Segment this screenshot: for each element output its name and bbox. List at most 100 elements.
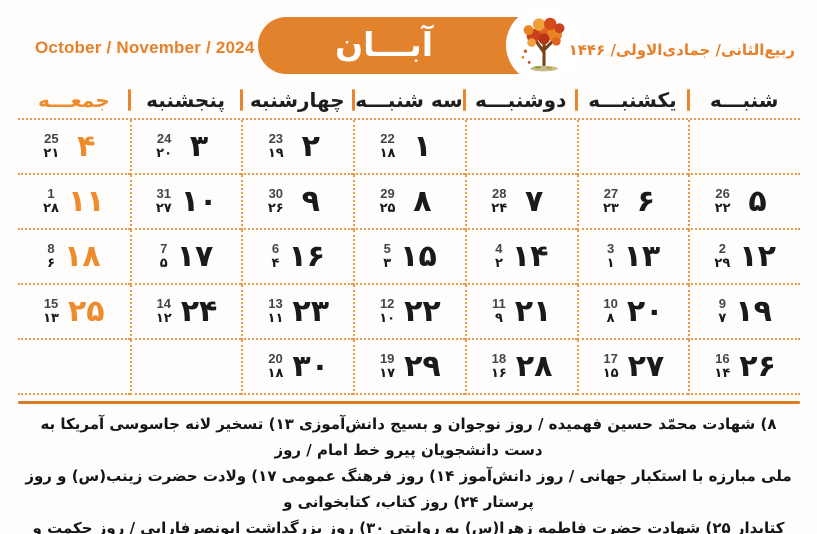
gregorian-day: 18: [491, 350, 507, 366]
week-row-1: 22 ۱۸ ۱ 23 ۱۹ ۲ 24 ۲۰ ۳ 25 ۲۱ ۴: [18, 120, 800, 175]
jalali-day-number: ۱۹: [735, 294, 772, 329]
secondary-dates: 16 ۱۴: [714, 350, 730, 381]
gregorian-day: 7: [160, 240, 168, 256]
secondary-dates: 23 ۱۹: [267, 131, 284, 161]
gregorian-day: 13: [268, 295, 283, 311]
weekday-label-5: پنجشنبه: [130, 84, 242, 116]
jalali-day-number: ۷: [525, 184, 544, 219]
weekday-label-4: چهارشنبه: [241, 84, 353, 116]
day-cell: 1 ۲۸ ۱۱: [18, 175, 130, 230]
secondary-dates: 10 ۸: [603, 296, 617, 326]
hijri-day: ۹: [494, 310, 503, 326]
hijri-day: ۲۰: [156, 145, 173, 161]
jalali-day-number: ۱۳: [623, 239, 661, 274]
secondary-dates: 22 ۱۸: [379, 130, 396, 161]
gregorian-day: 5: [383, 240, 391, 256]
weekday-header-row: شنبـــه یکشنبـــه دوشنبـــه سه شنبـــه چهارش…: [18, 84, 800, 116]
events-footnote: ۸) شهادت محمّد حسین فهمیده / روز نوجوان …: [20, 411, 797, 534]
week-row-2: 26 ۲۲ ۵ 27 ۲۳ ۶ 28 ۲۴ ۷ 29 ۲۵ ۸ 30 ۲۶ ۹ 31 ۲۷ ۱۰ 1 ۲۸ ۱۱: [18, 175, 800, 230]
hijri-day: ۵: [159, 255, 168, 271]
hijri-day: ۱۸: [379, 145, 396, 161]
hijri-day: ۱۳: [43, 310, 59, 326]
gregorian-day: 25: [44, 130, 59, 146]
gregorian-day: 31: [156, 185, 171, 201]
jalali-day-number: ۱۷: [176, 239, 214, 274]
hijri-day: ۱۱: [267, 310, 284, 326]
jalali-day-number: ۲۵: [67, 294, 105, 329]
hijri-day: ۲۲: [714, 200, 731, 216]
gregorian-day: 15: [43, 295, 59, 311]
jalali-day-number: ۴: [77, 129, 96, 164]
day-cell: 3 ۱ ۱۳: [576, 230, 689, 285]
jalali-day-number: ۱۸: [64, 239, 101, 274]
week-row-4: 9 ۷ ۱۹ 10 ۸ ۲۰ 11 ۹ ۲۱ 12 ۱۰ ۲۲ 13 ۱۱ ۲۳ 14 ۱۲ ۲۴ 15 ۱۳ ۲۵: [18, 285, 800, 340]
hijri-day: ۱۹: [267, 145, 284, 161]
hijri-day: ۲: [494, 255, 503, 271]
day-cell: 5 ۳ ۱۵: [353, 230, 465, 285]
secondary-dates: 31 ۲۷: [156, 185, 172, 216]
weekday-label-2: دوشنبـــه: [465, 84, 577, 116]
day-cell: 20 ۱۸ ۳۰: [241, 340, 354, 395]
gregorian-day: 27: [603, 185, 619, 201]
jalali-day-number: ۵: [748, 184, 767, 219]
jalali-day-number: ۱۶: [288, 239, 326, 274]
day-cell: 12 ۱۰ ۲۲: [353, 285, 465, 340]
jalali-day-number: ۲۳: [292, 294, 330, 329]
secondary-dates: 17 ۱۵: [602, 351, 619, 381]
jalali-day-number: ۲۷: [627, 349, 665, 384]
hijri-months-label: ربیع‌الثانی/ جمادی‌الاولی/ ۱۴۴۶: [568, 41, 795, 59]
jalali-day-number: ۳: [189, 129, 209, 164]
day-cell: 4 ۲ ۱۴: [464, 230, 577, 285]
secondary-dates: 2 ۲۹: [714, 241, 731, 271]
hijri-day: ۲۹: [714, 255, 731, 271]
jalali-day-number: ۲: [301, 129, 320, 164]
day-cell: 8 ۶ ۱۸: [18, 230, 130, 285]
secondary-dates: 13 ۱۱: [267, 295, 284, 326]
day-cell: 24 ۲۰ ۳: [129, 120, 242, 175]
weekday-label-6: جمعـــه: [37, 88, 110, 112]
day-cell: 14 ۱۲ ۲۴: [129, 285, 242, 340]
secondary-dates: 27 ۲۳: [603, 185, 619, 216]
day-cell: 10 ۸ ۲۰: [576, 285, 689, 340]
gregorian-day: 16: [715, 350, 730, 366]
empty-cell: [464, 120, 577, 175]
hijri-day: ۲۴: [491, 200, 508, 216]
secondary-dates: 25 ۲۱: [43, 130, 60, 161]
day-cell: 7 ۵ ۱۷: [129, 230, 242, 285]
jalali-day-number: ۲۹: [404, 349, 441, 384]
jalali-day-number: ۲۱: [514, 294, 552, 329]
day-cell: 13 ۱۱ ۲۳: [241, 285, 354, 340]
day-cell: 31 ۲۷ ۱۰: [129, 175, 242, 230]
hijri-day: ۸: [606, 310, 615, 326]
gregorian-day: 28: [491, 185, 507, 201]
gregorian-day: 22: [380, 130, 395, 146]
jalali-day-number: ۶: [636, 184, 656, 219]
day-cell: 26 ۲۲ ۵: [688, 175, 800, 230]
gregorian-day: 11: [492, 295, 506, 311]
secondary-dates: 29 ۲۵: [380, 186, 396, 216]
day-cell: 27 ۲۳ ۶: [576, 175, 689, 230]
jalali-day-number: ۱۰: [180, 184, 218, 219]
day-cell: 6 ۴ ۱۶: [241, 230, 354, 285]
day-cell: 19 ۱۷ ۲۹: [353, 340, 465, 395]
gregorian-day: 9: [718, 295, 726, 311]
hijri-day: ۲۱: [43, 145, 60, 161]
hijri-day: ۶: [47, 255, 56, 271]
empty-cell: [688, 120, 800, 175]
week-row-5: 16 ۱۴ ۲۶ 17 ۱۵ ۲۷ 18 ۱۶ ۲۸ 19 ۱۷ ۲۹ 20 ۱۸ ۳۰: [18, 340, 800, 395]
day-cell: 11 ۹ ۲۱: [464, 285, 577, 340]
hijri-day: ۲۶: [267, 200, 284, 216]
month-title: آبـــان: [334, 25, 434, 64]
hijri-day: ۱۸: [267, 365, 284, 381]
secondary-dates: 19 ۱۷: [379, 351, 395, 381]
jalali-day-number: ۹: [301, 184, 320, 219]
gregorian-day: 26: [715, 185, 730, 201]
hijri-day: ۱۵: [602, 365, 619, 381]
divider-line: [18, 401, 800, 404]
hijri-day: ۴: [271, 255, 280, 271]
